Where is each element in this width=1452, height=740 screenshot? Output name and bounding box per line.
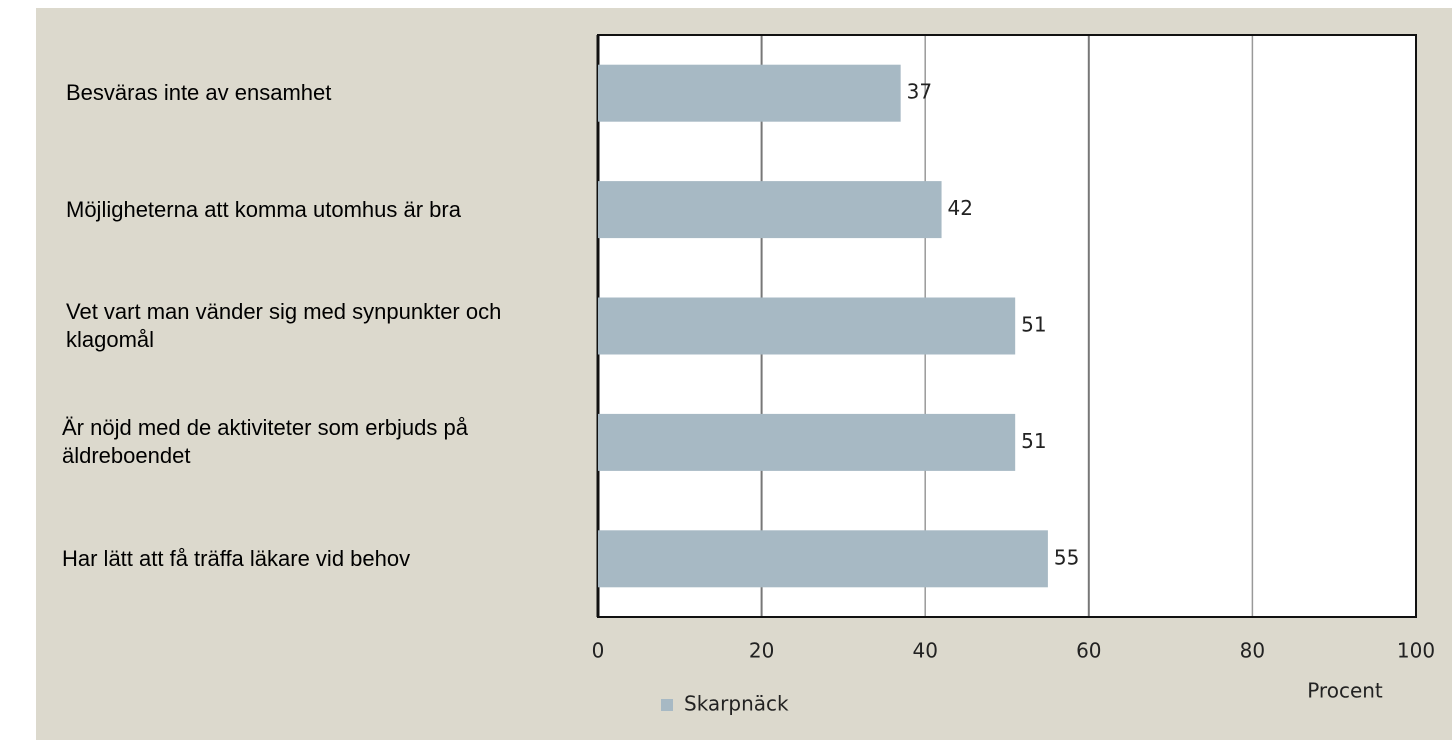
x-tick-label: 100	[1397, 639, 1435, 663]
data-label: 37	[907, 80, 932, 104]
bar	[598, 181, 942, 239]
x-tick-label: 80	[1240, 639, 1265, 663]
bar	[598, 413, 1016, 471]
category-label: Besväras inte av ensamhet	[66, 80, 332, 106]
data-label: 51	[1021, 313, 1046, 337]
x-tick-label: 20	[749, 639, 774, 663]
category-label: Har lätt att få träffa läkare vid behov	[62, 545, 411, 571]
category-label: Vet vart man vänder sig med synpunkter o…	[66, 299, 502, 352]
category-label: Är nöjd med de aktiviteter som erbjuds p…	[62, 415, 468, 469]
data-label: 55	[1054, 545, 1079, 569]
data-label: 51	[1021, 429, 1046, 453]
bar	[598, 64, 901, 122]
legend-swatch	[661, 699, 673, 711]
bar	[598, 297, 1016, 355]
bar	[598, 530, 1048, 588]
data-label: 42	[948, 196, 973, 220]
x-tick-label: 40	[912, 639, 937, 663]
x-tick-label: 60	[1076, 639, 1101, 663]
legend-label: Skarpnäck	[684, 692, 789, 716]
x-axis-label: Procent	[1307, 679, 1383, 703]
category-label: Möjligheterna att komma utomhus är bra	[66, 196, 461, 222]
x-tick-label: 0	[592, 639, 605, 663]
